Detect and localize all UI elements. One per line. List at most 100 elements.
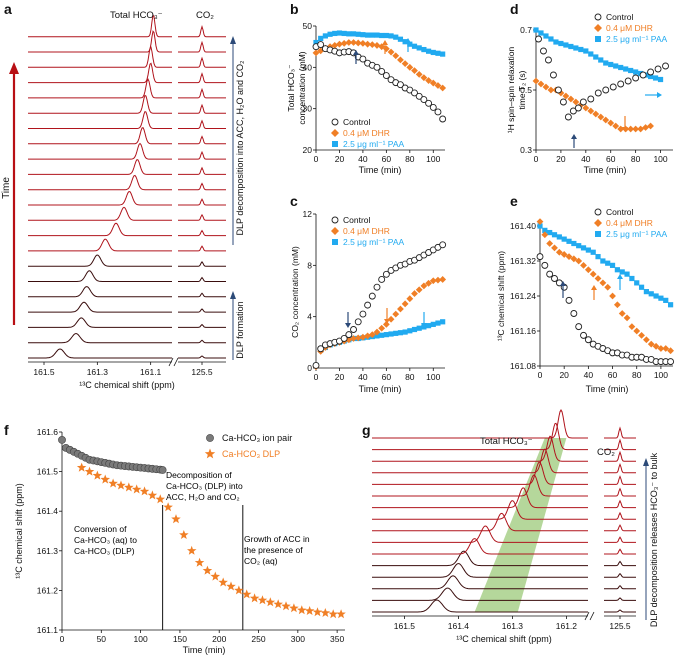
y-tick-label: 30 [303, 104, 313, 114]
data-point [612, 122, 620, 130]
data-point [396, 81, 404, 89]
data-point [558, 40, 564, 47]
legend-marker [594, 13, 602, 21]
data-point [388, 33, 394, 39]
co2-trace [604, 487, 636, 497]
data-point [392, 310, 400, 318]
data-point [551, 275, 558, 282]
data-point [629, 275, 635, 282]
data-point [406, 295, 414, 303]
data-point [425, 48, 432, 54]
legend-marker [331, 227, 339, 235]
panel-label: c [290, 193, 298, 209]
x-tick-label: 161.5 [394, 621, 416, 631]
spectrum-trace [28, 94, 172, 114]
arrow-head [617, 274, 623, 279]
data-point [532, 77, 540, 85]
data-point [439, 115, 447, 123]
data-point [401, 300, 409, 308]
co2-trace [178, 229, 226, 237]
data-point [652, 342, 660, 350]
spectrum-trace [28, 286, 172, 298]
spectrum-trace [372, 538, 588, 555]
data-point [637, 125, 645, 133]
legend-marker [331, 129, 339, 137]
peak-label: Total HCO₃⁻ [110, 10, 163, 21]
data-point [546, 270, 554, 278]
data-point [589, 270, 597, 278]
x-tick-label: 150 [173, 634, 187, 644]
co2-trace [604, 524, 636, 532]
data-point [551, 232, 558, 238]
data-point [383, 332, 389, 338]
data-point [368, 331, 376, 339]
data-point [542, 227, 548, 233]
data-point [643, 289, 649, 295]
data-point [289, 603, 299, 613]
data-point [158, 466, 167, 474]
data-point [100, 474, 110, 484]
x-tick-label: 0 [538, 370, 543, 380]
data-point [653, 293, 659, 299]
legend-label: Control [606, 12, 634, 22]
spectrum-trace [372, 599, 588, 613]
data-point [387, 315, 395, 323]
data-point [402, 329, 408, 335]
data-point [392, 52, 400, 60]
data-point [382, 270, 390, 278]
data-point [179, 530, 189, 539]
x-tick-label: 161.1 [140, 367, 162, 377]
co2-trace [178, 276, 226, 282]
spectrum-trace [372, 550, 588, 567]
y-tick-label: 0 [307, 363, 312, 373]
co2-trace [604, 426, 636, 439]
x-tick-label: 100 [134, 634, 148, 644]
y-tick-label: 161.08 [510, 361, 536, 371]
y-tick-label: 161.1 [37, 625, 59, 635]
data-point [435, 320, 441, 326]
data-point [425, 99, 433, 107]
axis-break [584, 611, 595, 621]
y-axis-label: ¹H spin–spin relaxation [506, 47, 516, 134]
data-point [226, 581, 236, 591]
data-point [350, 39, 357, 46]
data-point [84, 466, 95, 476]
data-point [116, 480, 126, 490]
data-point [595, 254, 601, 260]
legend-marker [594, 24, 602, 32]
data-point [387, 48, 395, 56]
data-point [327, 31, 333, 37]
x-tick-label: 60 [382, 154, 392, 164]
data-point [434, 108, 442, 116]
data-point [575, 257, 583, 265]
data-point [654, 65, 662, 73]
co2-trace [604, 499, 636, 509]
y-axis-label: time T₂ (s) [517, 70, 527, 109]
data-point [549, 71, 557, 79]
data-point [373, 328, 381, 336]
x-tick-label: 40 [358, 372, 368, 382]
x-axis-label: ¹³C chemical shift (ppm) [456, 634, 552, 644]
data-point [647, 68, 655, 76]
data-point [662, 345, 670, 352]
co2-trace [604, 572, 636, 578]
data-point [439, 241, 447, 249]
data-point [560, 251, 568, 258]
data-point [406, 63, 414, 71]
spectrum-trace [28, 190, 172, 206]
data-point [383, 32, 389, 39]
spectrum-trace [28, 126, 172, 145]
co2-trace [178, 40, 226, 53]
panel-label: f [4, 422, 9, 438]
data-point [163, 502, 173, 512]
data-point [555, 248, 563, 256]
x-tick-label: 20 [335, 154, 345, 164]
y-tick-label: 12 [303, 209, 313, 219]
y-tick-label: 0.7 [520, 25, 532, 35]
arrow-head [353, 50, 359, 55]
y-axis-label: Total HCO₃⁻ [286, 64, 296, 112]
legend-label: 2.5 μg ml⁻¹ PAA [606, 34, 668, 44]
data-point [429, 277, 437, 285]
